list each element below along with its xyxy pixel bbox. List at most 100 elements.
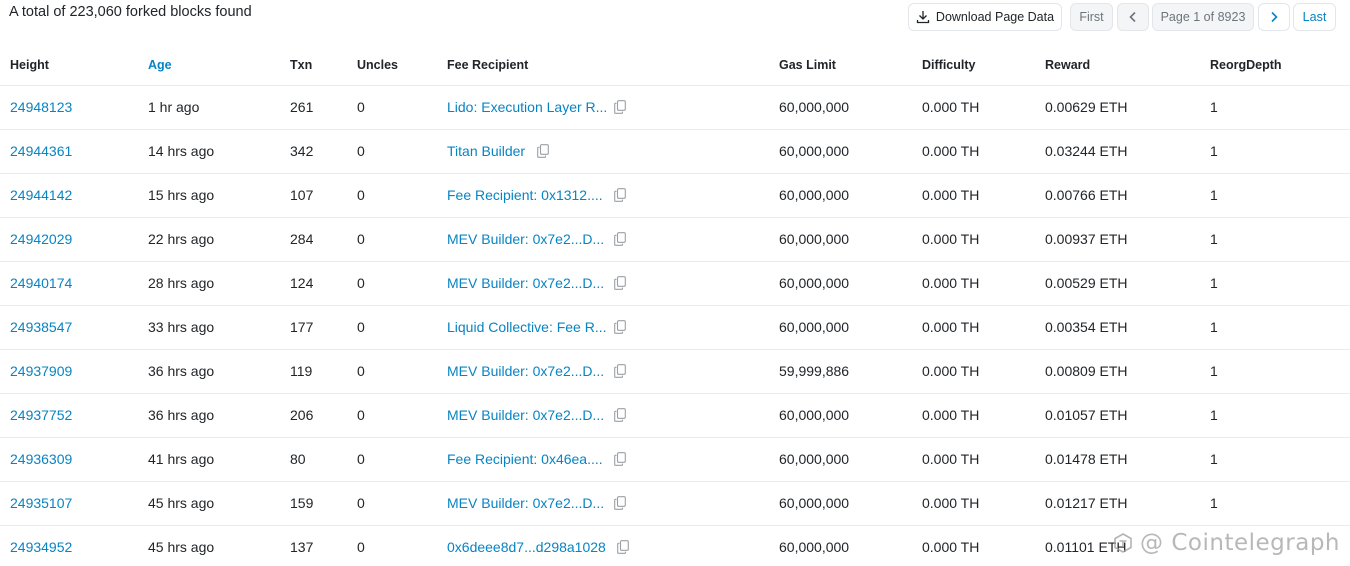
block-height-link[interactable]: 24937752 (10, 407, 73, 423)
column-header-fee-recipient: Fee Recipient (447, 58, 529, 72)
prev-page-button[interactable] (1117, 3, 1149, 31)
table-row: 24948123 1 hr ago 261 0 Lido: Execution Laye… (0, 86, 1350, 130)
difficulty: 0.000 TH (922, 275, 980, 291)
difficulty: 0.000 TH (922, 363, 980, 379)
uncles-count: 0 (357, 99, 365, 115)
copy-icon[interactable] (614, 320, 626, 334)
cointelegraph-logo-icon (1112, 532, 1134, 554)
txn-count: 177 (290, 319, 314, 335)
gas-limit: 60,000,000 (779, 99, 850, 115)
block-height-link[interactable]: 24936309 (10, 451, 73, 467)
copy-icon[interactable] (614, 452, 626, 466)
fee-recipient-link[interactable]: Liquid Collective: Fee R... (447, 319, 607, 335)
copy-icon[interactable] (614, 188, 626, 202)
last-page-button[interactable]: Last (1293, 3, 1336, 31)
reward: 0.01217 ETH (1045, 495, 1128, 511)
fee-recipient-link[interactable]: Fee Recipient: 0x1312.... (447, 187, 603, 203)
txn-count: 124 (290, 275, 314, 291)
fee-recipient-link[interactable]: MEV Builder: 0x7e2...D... (447, 275, 605, 291)
txn-count: 284 (290, 231, 314, 247)
uncles-count: 0 (357, 187, 365, 203)
reward: 0.00529 ETH (1045, 275, 1128, 291)
block-height-link[interactable]: 24940174 (10, 275, 73, 291)
uncles-count: 0 (357, 451, 365, 467)
difficulty: 0.000 TH (922, 451, 980, 467)
table-row: 24936309 41 hrs ago 80 0 Fee Recipient: 0x46… (0, 438, 1350, 482)
reward: 0.00766 ETH (1045, 187, 1128, 203)
reward: 0.01057 ETH (1045, 407, 1128, 423)
copy-icon[interactable] (614, 496, 626, 510)
chevron-right-icon (1269, 11, 1279, 23)
column-header-age[interactable]: Age (148, 58, 172, 72)
uncles-count: 0 (357, 143, 365, 159)
block-height-link[interactable]: 24944142 (10, 187, 73, 203)
reorg-depth: 1 (1210, 143, 1218, 159)
block-height-link[interactable]: 24944361 (10, 143, 73, 159)
watermark: @ Cointelegraph (1112, 530, 1340, 556)
gas-limit: 59,999,886 (779, 363, 850, 379)
copy-icon[interactable] (614, 232, 626, 246)
block-age: 1 hr ago (148, 99, 200, 115)
txn-count: 206 (290, 407, 314, 423)
fee-recipient-link[interactable]: MEV Builder: 0x7e2...D... (447, 407, 605, 423)
download-page-data-button[interactable]: Download Page Data (908, 3, 1062, 31)
table-row: 24944361 14 hrs ago 342 0 Titan Builder 60,00… (0, 130, 1350, 174)
uncles-count: 0 (357, 363, 365, 379)
block-height-link[interactable]: 24934952 (10, 539, 73, 555)
block-height-link[interactable]: 24948123 (10, 99, 73, 115)
first-page-button[interactable]: First (1070, 3, 1113, 31)
reward: 0.00809 ETH (1045, 363, 1128, 379)
copy-icon[interactable] (537, 144, 549, 158)
copy-icon[interactable] (614, 276, 626, 290)
copy-icon[interactable] (617, 540, 629, 554)
block-height-link[interactable]: 24935107 (10, 495, 73, 511)
block-age: 14 hrs ago (148, 143, 215, 159)
gas-limit: 60,000,000 (779, 319, 850, 335)
uncles-count: 0 (357, 539, 365, 555)
column-header-gas-limit: Gas Limit (779, 58, 836, 72)
reorg-depth: 1 (1210, 407, 1218, 423)
gas-limit: 60,000,000 (779, 407, 850, 423)
column-header-uncles: Uncles (357, 58, 398, 72)
fee-recipient-link[interactable]: 0x6deee8d7...d298a1028 (447, 539, 606, 555)
fee-recipient-link[interactable]: MEV Builder: 0x7e2...D... (447, 495, 605, 511)
block-age: 45 hrs ago (148, 539, 215, 555)
difficulty: 0.000 TH (922, 539, 980, 555)
reorg-depth: 1 (1210, 99, 1218, 115)
gas-limit: 60,000,000 (779, 143, 850, 159)
block-height-link[interactable]: 24942029 (10, 231, 73, 247)
column-header-reorg-depth: ReorgDepth (1210, 58, 1282, 72)
fee-recipient-link[interactable]: Titan Builder (447, 143, 526, 159)
reward: 0.03244 ETH (1045, 143, 1128, 159)
block-age: 41 hrs ago (148, 451, 215, 467)
copy-icon[interactable] (614, 408, 626, 422)
table-row: 24940174 28 hrs ago 124 0 MEV Builder: 0x7e2… (0, 262, 1350, 306)
next-page-button[interactable] (1258, 3, 1290, 31)
block-height-link[interactable]: 24937909 (10, 363, 73, 379)
uncles-count: 0 (357, 231, 365, 247)
download-label: Download Page Data (935, 10, 1055, 24)
fee-recipient-link[interactable]: MEV Builder: 0x7e2...D... (447, 231, 605, 247)
block-age: 36 hrs ago (148, 407, 215, 423)
block-age: 22 hrs ago (148, 231, 215, 247)
copy-icon[interactable] (614, 364, 626, 378)
difficulty: 0.000 TH (922, 143, 980, 159)
table-row: 24938547 33 hrs ago 177 0 Liquid Collective:… (0, 306, 1350, 350)
table-toolbar: A total of 223,060 forked blocks found D… (0, 0, 1350, 40)
copy-icon[interactable] (614, 100, 626, 114)
difficulty: 0.000 TH (922, 99, 980, 115)
table-row: 24935107 45 hrs ago 159 0 MEV Builder: 0x7e2… (0, 482, 1350, 526)
fee-recipient-link[interactable]: MEV Builder: 0x7e2...D... (447, 363, 605, 379)
column-header-difficulty: Difficulty (922, 58, 976, 72)
table-row: 24937909 36 hrs ago 119 0 MEV Builder: 0x7e2… (0, 350, 1350, 394)
fee-recipient-link[interactable]: Lido: Execution Layer R... (447, 99, 608, 115)
block-height-link[interactable]: 24938547 (10, 319, 73, 335)
block-age: 28 hrs ago (148, 275, 215, 291)
table-row: 24934952 45 hrs ago 137 0 0x6deee8d7...d298a… (0, 526, 1350, 566)
difficulty: 0.000 TH (922, 231, 980, 247)
reorg-depth: 1 (1210, 231, 1218, 247)
txn-count: 137 (290, 539, 314, 555)
gas-limit: 60,000,000 (779, 451, 850, 467)
table-row: 24944142 15 hrs ago 107 0 Fee Recipient: 0x1… (0, 174, 1350, 218)
fee-recipient-link[interactable]: Fee Recipient: 0x46ea.... (447, 451, 603, 467)
